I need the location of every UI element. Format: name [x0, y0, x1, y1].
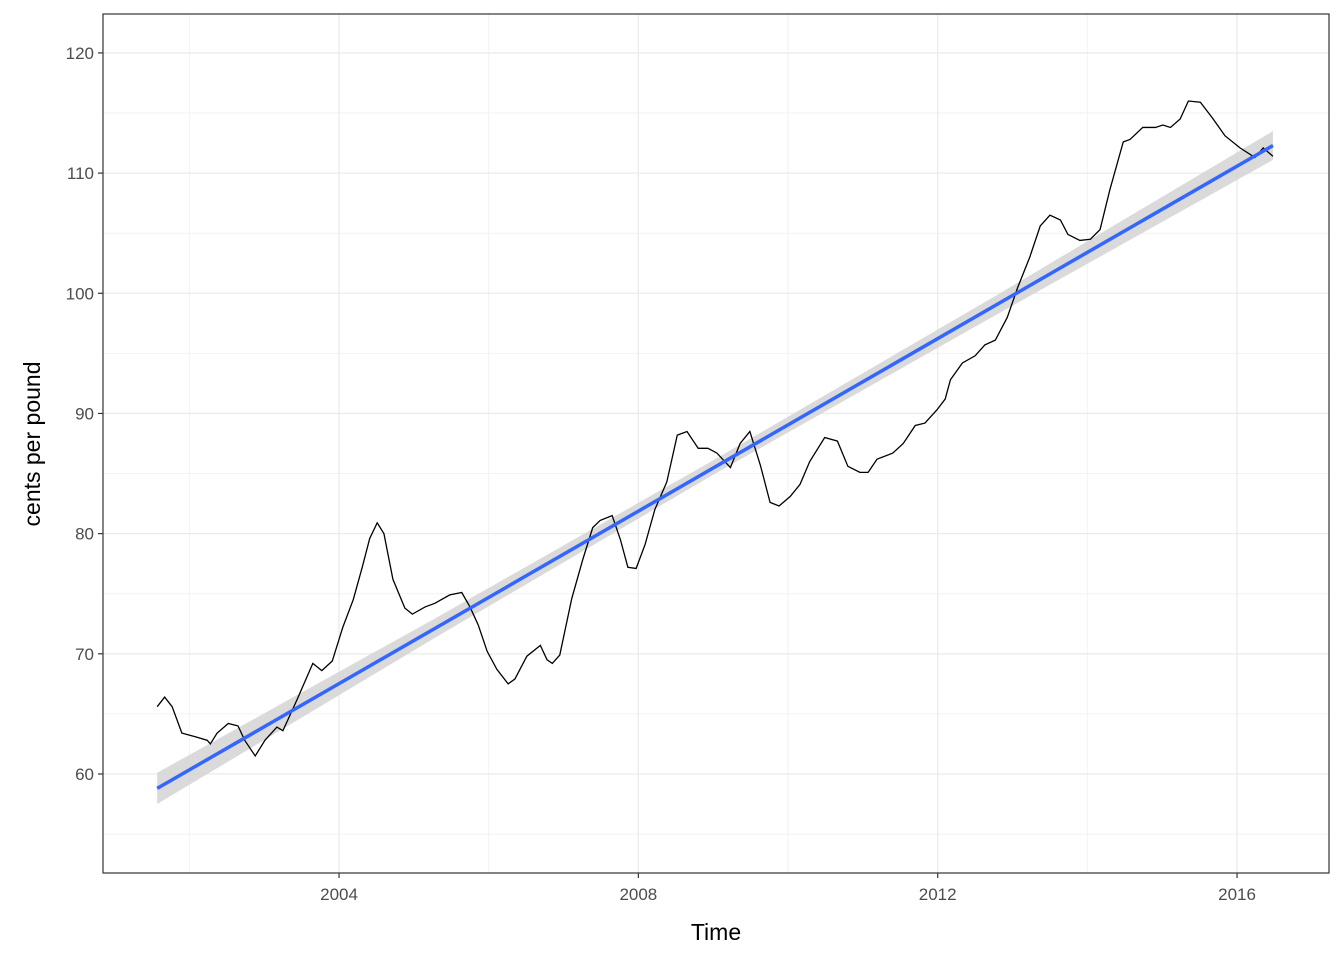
- x-tick-label: 2012: [919, 885, 957, 904]
- y-tick-label: 70: [75, 645, 94, 664]
- y-tick-label: 80: [75, 525, 94, 544]
- y-tick-label: 90: [75, 404, 94, 423]
- y-tick-label: 100: [66, 284, 94, 303]
- x-tick-label: 2016: [1218, 885, 1256, 904]
- y-axis-title: cents per pound: [19, 362, 45, 527]
- y-tick-label: 120: [66, 44, 94, 63]
- panel-border: [102, 13, 1330, 874]
- trend-line: [156, 143, 1274, 790]
- data-line: [156, 100, 1274, 758]
- y-tick-label: 60: [75, 765, 94, 784]
- x-tick-label: 2008: [619, 885, 657, 904]
- x-tick-label: 2004: [320, 885, 358, 904]
- x-axis-title: Time: [691, 919, 741, 945]
- y-tick-label: 110: [67, 164, 94, 183]
- panel: [103, 14, 1329, 873]
